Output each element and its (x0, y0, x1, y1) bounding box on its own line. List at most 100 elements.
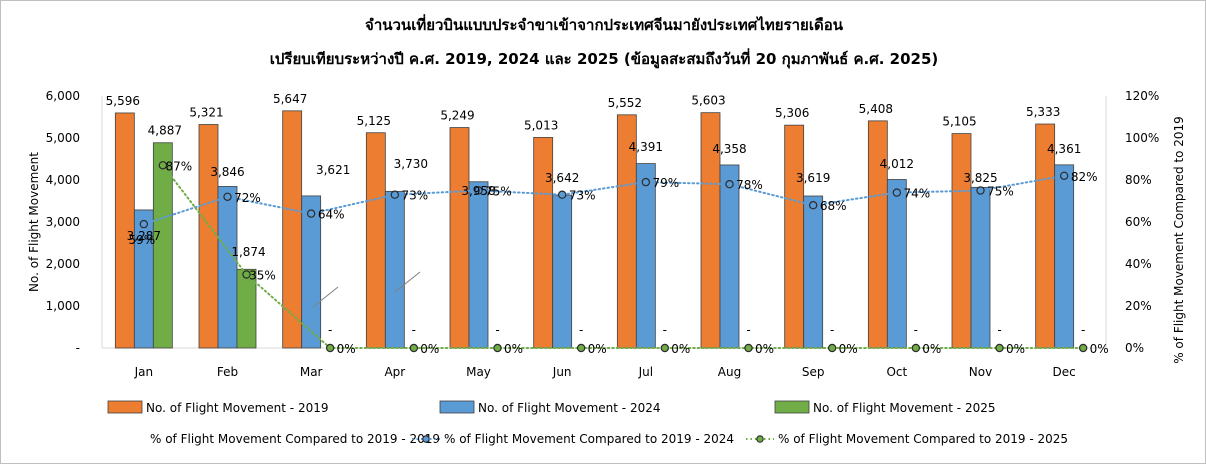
bar-2019-label: 5,013 (524, 118, 558, 132)
y-axis-title: No. of Flight Movement (27, 152, 41, 292)
bar-2025-label: - (746, 323, 750, 337)
legend-marker (422, 435, 430, 443)
bar-2019-label: 5,105 (942, 115, 976, 129)
bar-2019 (198, 124, 219, 349)
x-tick-label: Oct (886, 365, 907, 379)
legend-label: % of Flight Movement Compared to 2019 - … (444, 432, 734, 446)
bar-2019 (784, 124, 805, 349)
x-tick-label: Apr (384, 365, 405, 379)
bar-2024 (552, 194, 573, 349)
pct-2025-label: 0% (839, 342, 858, 356)
pct-line-2024-point (474, 186, 483, 195)
pct-line-2024-point (808, 200, 818, 210)
y-tick-label: 1,000 (46, 299, 80, 313)
pct-line-2025 (161, 164, 1085, 349)
pct-2025-label: 87% (165, 159, 192, 173)
bar-2024-label: 4,358 (712, 142, 746, 156)
y2-tick-label: 80% (1125, 173, 1152, 187)
bar-2025-label: 1,874 (231, 245, 265, 259)
pct-2024-label: 74% (903, 187, 930, 201)
bar-2024 (719, 164, 740, 349)
bar-2019 (449, 127, 470, 349)
pct-line-2025-point (995, 343, 1004, 353)
bar-2019-label: 5,125 (357, 114, 391, 128)
pct-2025-label: 0% (1006, 342, 1025, 356)
bar-2024-label: 3,642 (545, 171, 579, 185)
pct-2024-label: 75% (987, 185, 1014, 199)
chart-subtitle: เปรียบเทียบระหว่างปี ค.ศ. 2019, 2024 และ… (269, 50, 939, 68)
leader-line (312, 286, 339, 308)
bar-2025-label: - (328, 323, 332, 337)
y2-tick-label: 40% (1125, 257, 1152, 271)
pct-2024-label: 75% (485, 185, 512, 199)
bar-2024-label: 4,012 (880, 157, 914, 171)
legend-marker (756, 435, 764, 443)
pct-2024-label: 73% (401, 189, 428, 203)
pct-line-2025-point (660, 343, 670, 353)
legend-label: No. of Flight Movement - 2025 (813, 401, 996, 415)
bar-2024-label: 3,825 (963, 171, 997, 185)
bar-2024-label: 3,287 (127, 229, 161, 243)
bar-2025-label: - (495, 323, 499, 337)
bar-2019-label: 5,603 (691, 94, 725, 108)
pct-2025-label: 0% (588, 342, 607, 356)
bar-2024 (301, 195, 322, 349)
bar-2024 (468, 181, 489, 349)
pct-line-2024-point (223, 192, 232, 201)
bar-2025-label: - (830, 323, 834, 337)
x-tick-label: Mar (300, 365, 323, 379)
bar-2025-label: - (579, 323, 583, 337)
pct-2025-label: 0% (671, 342, 690, 356)
legend-swatch (107, 400, 143, 414)
y2-tick-label: 0% (1125, 341, 1144, 355)
pct-line-2025-point (493, 343, 502, 353)
pct-line-2024-point (1059, 171, 1069, 180)
pct-2024-label: 64% (318, 208, 345, 222)
bar-2019 (533, 137, 554, 349)
y-tick-label: 6,000 (46, 89, 80, 103)
bar-2019-label: 5,306 (775, 106, 809, 120)
pct-2024-label: 79% (652, 176, 679, 190)
legend-swatch (774, 400, 810, 414)
bar-2024 (886, 179, 907, 349)
bar-2024 (217, 186, 238, 349)
chart-title: จำนวนเที่ยวบินแบบประจำขาเข้าจากประเทศจีน… (365, 16, 843, 34)
bar-2019 (951, 133, 972, 349)
pct-line-2025-point (911, 343, 921, 353)
legend-label: % of Flight Movement Compared to 2019 - … (778, 432, 1068, 446)
bar-2019-label: 5,552 (608, 96, 642, 110)
bar-2019-label: 5,596 (106, 94, 140, 108)
pct-line-2025-point (576, 343, 586, 353)
bar-2025-label: - (1081, 323, 1085, 337)
x-tick-label: Jul (638, 365, 653, 379)
bar-2024-label: 4,391 (629, 140, 663, 154)
pct-line-2025-point (325, 343, 335, 353)
bar-2025 (152, 142, 173, 349)
pct-2025-label: 0% (420, 342, 439, 356)
y-tick-label: 5,000 (46, 131, 80, 145)
bar-2019-label: 5,408 (859, 102, 893, 116)
pct-2024-label: 68% (820, 199, 847, 213)
pct-2024-label: 59% (128, 233, 155, 247)
x-tick-label: Nov (969, 365, 992, 379)
x-tick-label: Feb (217, 365, 238, 379)
pct-line-2025-point (409, 343, 419, 353)
x-tick-label: Jun (552, 365, 572, 379)
legend-swatch (439, 400, 475, 414)
bar-2024-label: 4,361 (1047, 142, 1081, 156)
pct-line-2024 (142, 174, 1066, 226)
pct-line-2024-point (306, 209, 316, 218)
bar-2024-label: 3,846 (210, 165, 244, 179)
y-tick-label: 4,000 (46, 173, 80, 187)
bar-2019 (365, 132, 386, 349)
legend-label: No. of Flight Movement - 2024 (478, 401, 661, 415)
bar-2025-label: 4,887 (148, 124, 182, 138)
legend-label: No. of Flight Movement - 2019 (146, 401, 329, 415)
pct-line-2025-point (158, 161, 168, 170)
x-tick-label: Sep (802, 365, 825, 379)
bar-2024 (803, 195, 824, 349)
pct-line-2024-point (641, 177, 651, 187)
legend-label: % of Flight Movement Compared to 2019 - … (150, 432, 440, 446)
pct-line-2024-point (139, 219, 149, 229)
